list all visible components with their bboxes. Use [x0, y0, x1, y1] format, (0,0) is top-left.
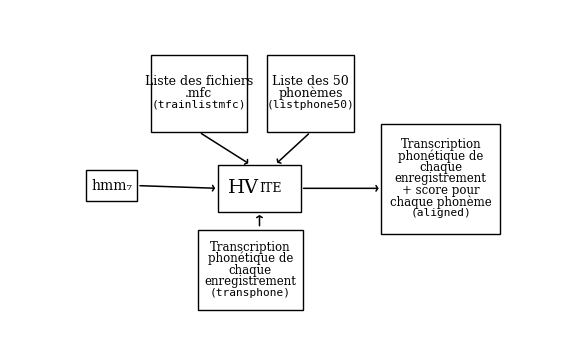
Text: phonétique de: phonétique de	[208, 252, 293, 265]
Text: Transcription: Transcription	[210, 241, 291, 254]
FancyBboxPatch shape	[198, 230, 303, 310]
Text: (aligned): (aligned)	[410, 208, 471, 218]
Text: chaque: chaque	[229, 263, 272, 276]
Text: .mfc: .mfc	[185, 87, 213, 100]
Text: phonèmes: phonèmes	[279, 86, 343, 100]
Text: chaque phonème: chaque phonème	[390, 195, 491, 209]
Text: (transphone): (transphone)	[210, 288, 291, 298]
FancyBboxPatch shape	[218, 164, 301, 212]
FancyBboxPatch shape	[381, 124, 500, 234]
Text: chaque: chaque	[419, 161, 462, 174]
Text: Liste des 50: Liste des 50	[272, 76, 349, 88]
Text: enregistrement: enregistrement	[205, 275, 297, 288]
Text: ITE: ITE	[260, 182, 281, 195]
FancyBboxPatch shape	[151, 55, 247, 132]
Text: + score pour: + score pour	[402, 184, 480, 197]
Text: HV: HV	[228, 179, 260, 197]
Text: Transcription: Transcription	[401, 138, 481, 151]
Text: (trainlistmfc): (trainlistmfc)	[151, 100, 246, 110]
Text: enregistrement: enregistrement	[395, 173, 487, 185]
FancyBboxPatch shape	[86, 170, 137, 201]
FancyBboxPatch shape	[267, 55, 354, 132]
Text: Liste des fichiers: Liste des fichiers	[144, 76, 253, 88]
Text: hmm₇: hmm₇	[91, 179, 132, 193]
Text: (listphone50): (listphone50)	[267, 100, 355, 110]
Text: phonétique de: phonétique de	[398, 149, 483, 163]
